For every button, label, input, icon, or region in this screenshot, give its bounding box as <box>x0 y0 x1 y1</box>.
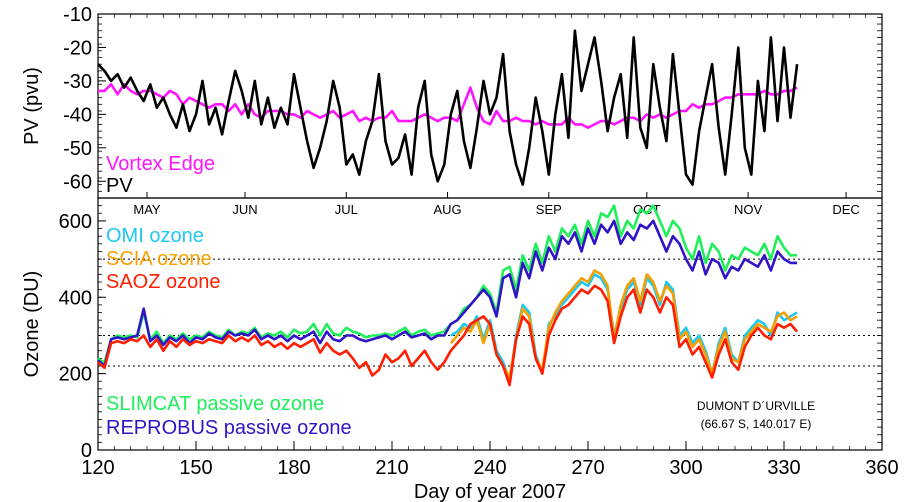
top-ytick-label: -40 <box>63 104 92 126</box>
month-label: NOV <box>734 202 763 217</box>
xtick-label: 180 <box>277 457 310 479</box>
xtick-label: 210 <box>375 457 408 479</box>
series-line-saoz-ozone <box>97 284 799 387</box>
top-ytick-label: -20 <box>63 37 92 59</box>
series-line-vortex-edge <box>98 83 798 129</box>
xtick-label: 270 <box>571 457 604 479</box>
bottom-ylabel: Ozone (DU) <box>21 271 43 378</box>
top-ytick-label: -60 <box>63 171 92 193</box>
xtick-label: 240 <box>473 457 506 479</box>
xlabel: Day of year 2007 <box>414 481 566 502</box>
bottom-ytick-label: 200 <box>59 364 92 386</box>
legend-entry: REPROBUS passive ozone <box>106 417 352 439</box>
top-frame <box>97 13 883 199</box>
bottom-ytick-label: 600 <box>59 211 92 233</box>
top-ytick-label: -30 <box>63 71 92 93</box>
legend-entry: SAOZ ozone <box>106 271 221 293</box>
series-line-pv <box>97 29 799 186</box>
legend-entry: PV <box>106 175 133 197</box>
month-label: AUG <box>433 202 461 217</box>
xtick-label: 120 <box>81 457 114 479</box>
top-ytick-label: -50 <box>63 138 92 160</box>
station-coords: (66.67 S, 140.017 E) <box>701 417 812 431</box>
month-label: JUN <box>232 202 257 217</box>
legend-entry: SLIMCAT passive ozone <box>106 393 324 415</box>
month-label: DEC <box>832 202 859 217</box>
month-label: JUL <box>335 202 358 217</box>
top-ylabel: PV (pvu) <box>21 67 43 145</box>
month-label: SEP <box>536 202 562 217</box>
xtick-label: 300 <box>669 457 702 479</box>
bottom-panel: 0 200 400 600 120 150 180 210 240 270 300 330 360 Ozo… <box>21 197 899 502</box>
series-line-scia-ozone <box>449 269 798 379</box>
xtick-label: 150 <box>179 457 212 479</box>
station-name: DUMONT D´URVILLE <box>697 399 815 413</box>
xtick-label: 360 <box>865 457 898 479</box>
month-label: MAY <box>133 202 161 217</box>
legend-entry: Vortex Edge <box>106 153 215 175</box>
series-line-reprobus-passive-ozone <box>97 219 798 368</box>
bottom-ytick-label: 0 <box>81 440 92 462</box>
legend-entry: OMI ozone <box>106 225 204 247</box>
legend-entry: SCIA ozone <box>106 248 212 270</box>
top-ytick-label: -10 <box>63 4 92 26</box>
xtick-label: 330 <box>767 457 800 479</box>
bottom-ytick-label: 400 <box>59 287 92 309</box>
